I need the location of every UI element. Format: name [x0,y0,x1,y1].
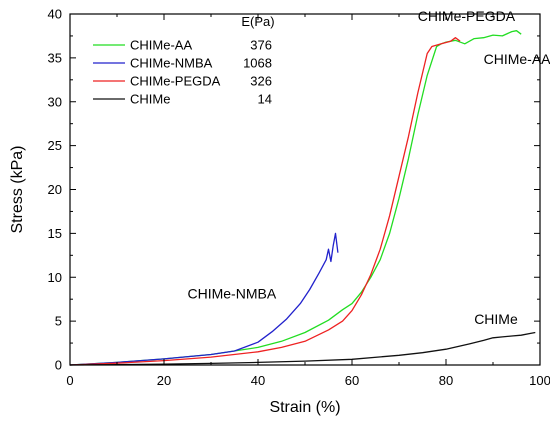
y-tick-label-4: 20 [48,182,62,197]
legend-label-0: CHIMe-AA [130,38,192,53]
y-tick-label-6: 30 [48,94,62,109]
series-line-1 [69,232,339,366]
legend-modulus-2: 326 [250,74,272,89]
y-tick-label-1: 5 [55,314,62,329]
legend-header: E(Pa) [241,14,274,29]
y-tick-label-0: 0 [55,358,62,373]
y-tick-label-8: 40 [48,7,62,22]
y-tick-label-2: 10 [48,270,62,285]
x-tick-label-4: 80 [439,373,453,388]
annotation-0: CHIMe-PEGDA [418,8,516,24]
x-tick-label-0: 0 [66,373,73,388]
x-tick-label-2: 40 [251,373,265,388]
x-tick-label-3: 60 [345,373,359,388]
y-tick-label-7: 35 [48,50,62,65]
ticks-layer: 0 20 40 60 80 100 0 5 10 15 20 25 30 35 40 [48,7,550,389]
y-tick-label-5: 25 [48,138,62,153]
annotation-layer: CHIMe-PEGDA CHIMe-AA CHIMe-NMBA CHIMe [188,8,550,327]
x-tick-label-5: 100 [529,373,550,388]
legend-label-1: CHIMe-NMBA [130,56,213,71]
annotation-2: CHIMe-NMBA [188,285,277,301]
legend-label-2: CHIMe-PEGDA [130,74,221,89]
x-axis-title: Strain (%) [269,399,340,416]
y-axis-title: Stress (kPa) [9,145,26,233]
series-layer [69,30,536,366]
legend: E(Pa) CHIMe-AA 376 CHIMe-NMBA 1068 CHIMe-PEG… [93,14,275,107]
series-line-2 [69,37,461,366]
series-line-3 [69,331,536,366]
legend-modulus-0: 376 [250,38,272,53]
legend-modulus-3: 14 [258,92,272,107]
legend-modulus-1: 1068 [243,56,272,71]
legend-label-3: CHIMe [130,92,170,107]
x-tick-label-1: 20 [157,373,171,388]
series-line-0 [69,30,522,366]
annotation-3: CHIMe [474,311,518,327]
y-tick-label-3: 15 [48,226,62,241]
annotation-1: CHIMe-AA [484,51,550,67]
